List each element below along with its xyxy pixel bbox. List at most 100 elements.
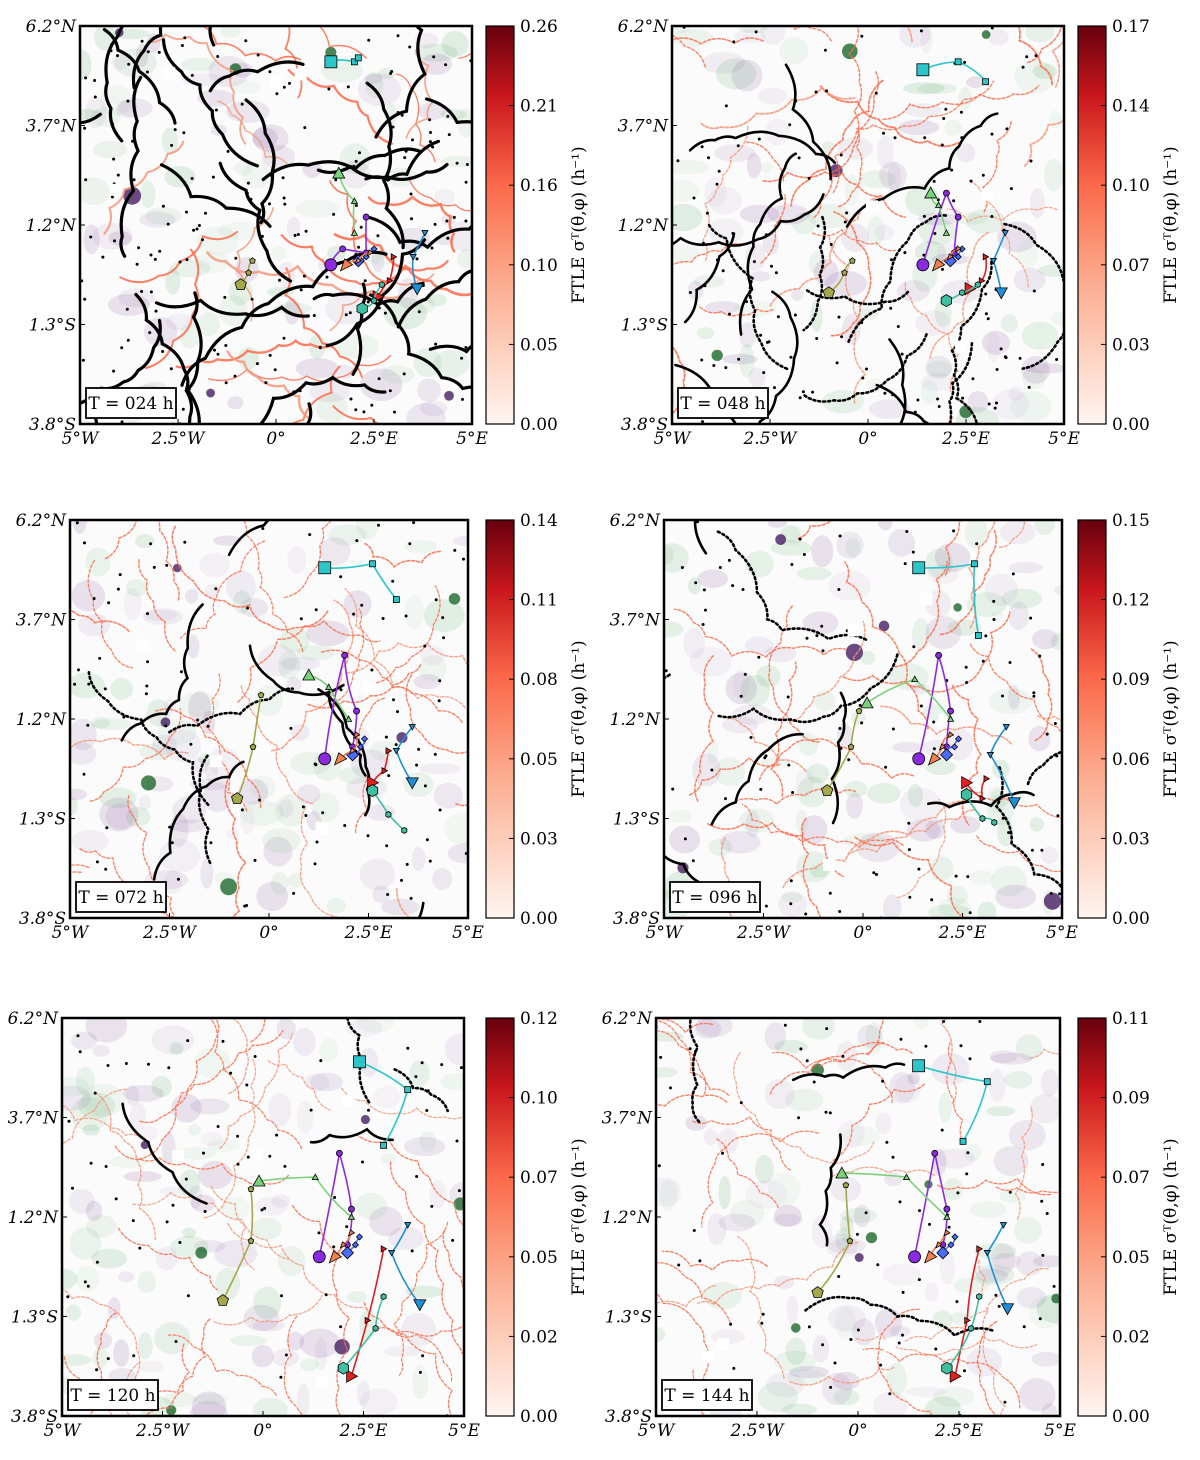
vorticity-negative-blob [827,1305,867,1332]
boundary-dot [1029,616,1033,620]
x-tick-label: 5°W [52,923,90,943]
vorticity-positive-blob [656,1326,666,1343]
boundary-dot [754,30,758,34]
boundary-dot [116,54,119,58]
ftle-ridge [1029,647,1053,742]
y-tick-label: 1.2°N [618,216,670,236]
boundary-dot [937,405,941,408]
blue-diamond-waypoint-marker [954,735,963,743]
vorticity-negative-blob [83,224,100,255]
ftle-ridge [370,585,441,685]
vorticity-positive-blob [795,809,808,835]
boundary-dot [296,233,300,236]
y-tick-label: 3.7°N [610,611,662,631]
vorticity-negative-blob [105,803,135,830]
boundary-dot [396,710,399,714]
boundary-dot [838,727,842,730]
x-tick-label: 5°E [1048,429,1080,449]
boundary-dot [460,356,464,360]
green-triangle-waypoint-marker [350,197,359,204]
boundary-dot [1003,1400,1007,1404]
green-triangle-start-marker [860,696,874,709]
boundary-dot [990,132,994,136]
vorticity-negative-blob [989,1050,1019,1063]
masked-cell [342,1094,355,1107]
ftle-ridge [904,1267,1049,1342]
boundary-dot [167,1066,171,1070]
x-tick-label: 5°W [638,1421,676,1441]
boundary-dot [263,1206,267,1210]
vorticity-positive-blob [860,650,876,666]
boundary-dot [152,565,156,569]
vorticity-negative-blob [821,1372,853,1406]
boundary-dot [855,1232,859,1236]
vorticity-negative-blob [999,520,1036,545]
vorticity-negative-blob [434,189,456,207]
vorticity-negative-blob [878,520,893,531]
cyan-square-waypoint-marker [983,1078,991,1086]
boundary-dot [87,682,91,686]
boundary-dot [165,1220,169,1224]
coherent-boundary-curve [365,81,405,250]
boundary-dot [124,1062,128,1065]
vorticity-negative-blob [1007,685,1021,710]
vorticity-positive-blob [250,775,276,800]
ftle-ridge [758,738,915,781]
boundary-dot [95,1260,99,1264]
ftle-ridge [844,561,929,730]
x-tick-label: 5°W [654,429,692,449]
vorticity-positive-blob [319,1038,339,1062]
boundary-dot [692,196,696,200]
vorticity-positive-blob [80,49,92,81]
vorticity-positive-blob [153,1322,191,1355]
boundary-dot [394,743,398,747]
cyan-square-start-marker [353,1055,366,1069]
boundary-dot [214,587,218,591]
vorticity-negative-blob [835,1041,857,1072]
ftle-ridge [656,1262,732,1325]
vorticity-negative-blob [882,894,902,918]
boundary-dot [984,634,988,638]
boundary-dot [814,90,818,94]
ftle-ridge [880,705,1012,745]
vorticity-negative-blob [254,1196,288,1217]
boundary-dot [109,49,113,53]
vorticity-negative-blob [1008,561,1044,574]
vorticity-negative-blob [1029,187,1045,219]
ftle-ridge [213,1294,323,1326]
y-tick-label: 6.2°N [610,511,662,531]
vorticity-positive-blob [403,539,438,554]
vorticity-negative-blob [887,528,916,557]
boundary-dot [187,387,191,391]
strong-eddy-negative [160,717,171,728]
boundary-dot [112,157,116,161]
x-tick-label: 2.5°E [344,923,394,943]
colorbar-tick-label: 0.02 [520,1327,558,1347]
cyan-square-start-marker [912,561,926,575]
vorticity-negative-blob [764,1078,795,1110]
boundary-dot [236,1162,240,1166]
strong-eddy-negative [444,390,454,401]
boundary-dot [724,366,728,370]
boundary-dot [759,787,763,791]
coherent-boundary-curve [121,1102,208,1205]
colorbar-tick-label: 0.05 [1112,1248,1150,1268]
green-triangle-waypoint-marker [934,201,943,208]
red-triangle-start-marker [961,776,974,790]
ftle-ridge [364,542,441,569]
tracer-layer [811,1059,1015,1383]
boundary-dot [966,875,970,879]
y-tick-label: 6.2°N [602,1009,654,1029]
ftle-ridge [1023,118,1064,167]
vorticity-negative-blob [745,636,774,654]
coherent-boundary-curve [80,318,162,405]
strong-eddy-positive [325,46,337,58]
vorticity-negative-blob [1032,629,1059,650]
orange-wedge-waypoint-marker [352,731,361,739]
boundary-dot [434,598,438,602]
boundary-dot [759,333,763,337]
colorbar-tick-label: 0.00 [1112,909,1150,929]
coherent-boundary-curve [374,26,427,139]
vorticity-negative-blob [812,1334,830,1363]
